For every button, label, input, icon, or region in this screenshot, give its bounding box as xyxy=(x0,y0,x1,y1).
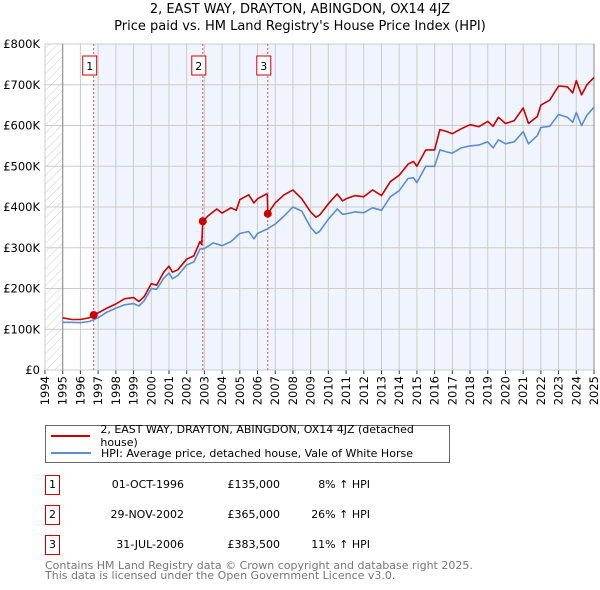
footer-copyright: Contains HM Land Registry data © Crown c… xyxy=(45,559,473,572)
y-tick-label: £500K xyxy=(3,159,40,173)
x-tick-label: 2014 xyxy=(392,376,406,405)
x-tick-label: 2005 xyxy=(233,376,247,405)
x-tick-label: 1999 xyxy=(127,376,141,405)
x-tick-label: 2001 xyxy=(162,376,176,405)
x-tick-label: 2016 xyxy=(428,376,442,405)
legend-line-property xyxy=(51,435,91,437)
x-tick-label: 2022 xyxy=(534,376,548,405)
chart-subtitle: Price paid vs. HM Land Registry's House … xyxy=(114,19,486,34)
sale-date: 01-OCT-1996 xyxy=(111,478,184,491)
sale-label-box xyxy=(82,55,98,76)
sale-hpi-diff: 11% ↑ HPI xyxy=(311,538,370,551)
x-tick-label: 2019 xyxy=(481,376,495,405)
sale-row: 1 01-OCT-1996 £135,000 8% ↑ HPI xyxy=(45,475,465,495)
hpi-line xyxy=(62,106,595,324)
y-tick-label: £300K xyxy=(3,241,40,255)
y-tick-label: £800K xyxy=(3,37,40,51)
price-chart: 1994 1995 1996 1997 1998 1999 2000 2001 2002 2003… xyxy=(3,37,600,405)
x-tick-label: 2007 xyxy=(268,376,282,405)
y-tick-label: £700K xyxy=(3,78,40,92)
x-tick-label: 1997 xyxy=(91,376,105,405)
sale-marker-box: 3 xyxy=(45,535,60,555)
x-tick-label: 2009 xyxy=(304,376,318,405)
x-tick-label: 2024 xyxy=(569,376,583,405)
sale-price: £365,000 xyxy=(227,508,281,521)
legend-item-hpi: HPI: Average price, detached house, Vale… xyxy=(46,445,413,461)
footer-licence: This data is licensed under the Open Gov… xyxy=(45,569,396,582)
sale-point xyxy=(89,310,98,319)
sale-point xyxy=(263,209,272,218)
legend-label-hpi: HPI: Average price, detached house, Vale… xyxy=(101,446,413,460)
y-tick-label: £400K xyxy=(3,200,40,214)
sale-row: 3 31-JUL-2006 £383,500 11% ↑ HPI xyxy=(45,535,465,555)
x-tick-label: 2020 xyxy=(498,376,512,405)
x-tick-label: 2017 xyxy=(445,376,459,405)
x-tick-label: 2013 xyxy=(374,376,388,405)
x-tick-label: 2011 xyxy=(339,376,353,405)
x-tick-label: 2021 xyxy=(516,376,530,405)
x-tick-label: 2008 xyxy=(286,376,300,405)
sale-point xyxy=(198,217,207,226)
sale-label: 3 xyxy=(260,60,267,73)
sale-price: £135,000 xyxy=(227,478,281,491)
x-tick-label: 2010 xyxy=(321,376,335,405)
sale-date: 31-JUL-2006 xyxy=(116,538,184,551)
x-tick-label: 2006 xyxy=(251,376,265,405)
x-tick-label: 2004 xyxy=(215,376,229,405)
sale-label: 2 xyxy=(195,60,202,73)
x-tick-label: 2025 xyxy=(587,376,600,405)
x-tick-label: 1994 xyxy=(38,376,52,405)
y-tick-label: £100K xyxy=(3,322,40,336)
sale-date: 29-NOV-2002 xyxy=(110,508,184,521)
x-tick-label: 2018 xyxy=(463,376,477,405)
x-tick-label: 2015 xyxy=(410,376,424,405)
y-tick-label: £200K xyxy=(3,282,40,296)
legend-line-hpi xyxy=(51,452,91,454)
sale-label-box xyxy=(191,55,207,76)
x-tick-label: 2003 xyxy=(197,376,211,405)
x-tick-label: 2023 xyxy=(552,376,566,405)
sale-hpi-diff: 8% ↑ HPI xyxy=(318,478,370,491)
y-tick-label: £0 xyxy=(25,363,40,377)
x-tick-label: 2000 xyxy=(144,376,158,405)
x-tick-label: 2002 xyxy=(180,376,194,405)
x-tick-label: 1995 xyxy=(56,376,70,405)
sale-label: 1 xyxy=(86,60,93,73)
sale-price: £383,500 xyxy=(227,538,281,551)
x-tick-label: 1998 xyxy=(109,376,123,405)
legend-label-property: 2, EAST WAY, DRAYTON, ABINGDON, OX14 4JZ… xyxy=(100,423,414,449)
legend: 2, EAST WAY, DRAYTON, ABINGDON, OX14 4JZ… xyxy=(45,423,450,463)
y-tick-label: £600K xyxy=(3,119,40,133)
legend-item-property: 2, EAST WAY, DRAYTON, ABINGDON, OX14 4JZ… xyxy=(46,423,449,449)
sale-hpi-diff: 26% ↑ HPI xyxy=(311,508,370,521)
sale-marker-box: 1 xyxy=(45,475,60,495)
footer: Contains HM Land Registry data © Crown c… xyxy=(45,559,473,582)
x-tick-label: 2012 xyxy=(357,376,371,405)
x-tick-label: 1996 xyxy=(73,376,87,405)
sale-marker-box: 2 xyxy=(45,505,60,525)
chart-title: 2, EAST WAY, DRAYTON, ABINGDON, OX14 4JZ xyxy=(149,2,451,17)
property-price-line xyxy=(62,76,595,321)
sale-label-box xyxy=(256,55,272,76)
sale-row: 2 29-NOV-2002 £365,000 26% ↑ HPI xyxy=(45,505,465,525)
